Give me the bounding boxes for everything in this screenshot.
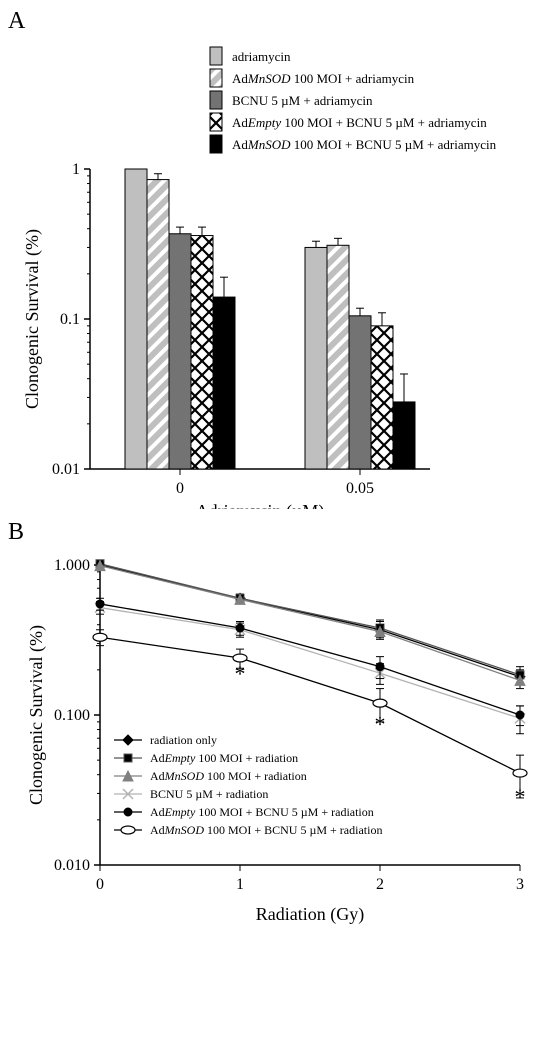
svg-text:*: * xyxy=(375,712,386,737)
svg-text:AdMnSOD 100 MOI + BCNU 5 µM +: AdMnSOD 100 MOI + BCNU 5 µM + adriamycin xyxy=(232,137,497,152)
svg-text:0.1: 0.1 xyxy=(60,311,80,328)
svg-text:0: 0 xyxy=(96,876,104,893)
svg-text:0: 0 xyxy=(176,480,184,497)
svg-text:adriamycin: adriamycin xyxy=(232,49,291,64)
svg-text:AdEmpty 100 MOI + BCNU 5 µM +: AdEmpty 100 MOI + BCNU 5 µM + adriamycin xyxy=(232,115,487,130)
panel-b-label: B xyxy=(8,519,540,546)
svg-text:AdMnSOD 100 MOI + BCNU 5 µM +: AdMnSOD 100 MOI + BCNU 5 µM + radiation xyxy=(150,823,382,837)
svg-text:*: * xyxy=(515,784,526,809)
svg-text:BCNU 5 µM + adriamycin: BCNU 5 µM + adriamycin xyxy=(232,93,373,108)
svg-text:1.000: 1.000 xyxy=(54,557,90,574)
svg-text:AdEmpty 100 MOI + radiation: AdEmpty 100 MOI + radiation xyxy=(150,751,298,765)
svg-text:AdEmpty 100 MOI + BCNU 5 µM +: AdEmpty 100 MOI + BCNU 5 µM + radiation xyxy=(150,805,374,819)
svg-text:AdMnSOD 100 MOI + radiation: AdMnSOD 100 MOI + radiation xyxy=(150,769,307,783)
svg-text:1: 1 xyxy=(236,876,244,893)
svg-text:Clonogenic Survival (%): Clonogenic Survival (%) xyxy=(22,229,43,409)
svg-text:AdMnSOD 100 MOI + adriamycin: AdMnSOD 100 MOI + adriamycin xyxy=(232,71,415,86)
svg-text:0.05: 0.05 xyxy=(346,480,374,497)
svg-text:0.01: 0.01 xyxy=(52,461,80,478)
svg-text:*: * xyxy=(235,661,246,686)
svg-text:0.010: 0.010 xyxy=(54,857,90,874)
svg-text:2: 2 xyxy=(376,876,384,893)
svg-text:1: 1 xyxy=(72,161,80,178)
panel-b-chart: 0.010 0.100 1.000 0 1 2 3 Clonogenic Survival (… xyxy=(20,550,540,970)
svg-text:BCNU 5 µM + radiation: BCNU 5 µM + radiation xyxy=(150,787,268,801)
svg-text:3: 3 xyxy=(516,876,524,893)
svg-text:radiation only: radiation only xyxy=(150,733,217,747)
panel-a-label: A xyxy=(8,8,540,35)
svg-text:Adriamycin (µM): Adriamycin (µM) xyxy=(196,501,325,509)
svg-text:Clonogenic Survival (%): Clonogenic Survival (%) xyxy=(26,625,47,805)
svg-text:Radiation (Gy): Radiation (Gy) xyxy=(256,904,364,925)
panel-a-chart: 0.01 0.1 1 Clonogenic Survival (%) 0 0.05 Adri… xyxy=(20,39,540,509)
svg-text:0.100: 0.100 xyxy=(54,707,90,724)
